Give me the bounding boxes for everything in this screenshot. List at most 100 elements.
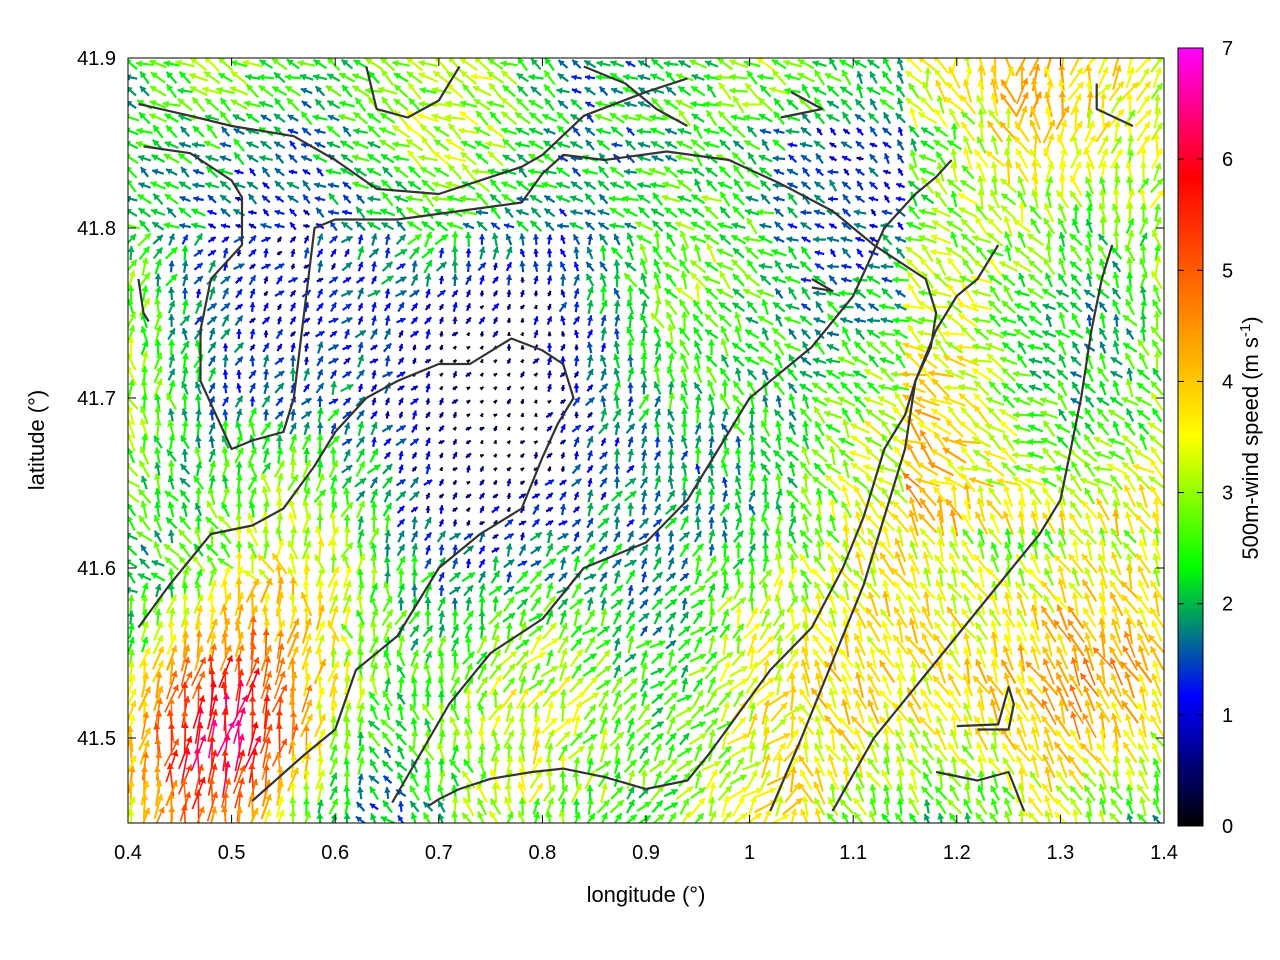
wind-vector-head (853, 60, 861, 67)
wind-vector-head (192, 97, 200, 105)
wind-vector-head (1075, 93, 1082, 101)
wind-vector-head (817, 128, 822, 134)
wind-vector-head (908, 83, 916, 91)
wind-vector-head (220, 111, 227, 119)
wind-vector-head (242, 59, 250, 67)
wind-vector-head (842, 69, 849, 77)
wind-vector-head (963, 58, 971, 61)
wind-vector-head (272, 86, 280, 93)
wind-vector-head (136, 127, 143, 135)
wind-vector-head (785, 127, 792, 135)
wind-vector (1014, 58, 1027, 77)
wind-vector-head (637, 74, 645, 81)
wind-vector-head (300, 87, 308, 94)
wind-vector-head (1076, 82, 1084, 89)
wind-vector-head (934, 108, 942, 116)
wind-vector-head (1126, 93, 1134, 100)
wind-vector-head (136, 60, 143, 68)
wind-vector-head (691, 113, 699, 121)
wind-vector-head (274, 72, 281, 80)
wind-vector-head (418, 59, 426, 67)
wind-vector-head (977, 120, 985, 128)
wind-vector-head (232, 114, 240, 121)
wind-vector-head (458, 127, 465, 135)
wind-vector-head (355, 97, 363, 105)
wind-vector-head (312, 114, 320, 122)
wind-vector-head (204, 140, 211, 148)
wind-vector-head (460, 58, 467, 65)
wind-vector (128, 75, 138, 80)
wind-vector-head (743, 114, 751, 122)
wind-vector-head (1044, 107, 1052, 114)
wind-vector-head (856, 83, 864, 91)
wind-vector-head (921, 127, 929, 134)
wind-vector-head (177, 98, 185, 106)
wind-vector-head (1086, 108, 1094, 115)
wind-vector-head (757, 73, 764, 81)
wind-vector-head (675, 73, 683, 80)
wind-vector-head (924, 67, 932, 74)
wind-vector-head (650, 73, 658, 81)
wind-vector-head (883, 58, 890, 65)
wind-vector-head (596, 127, 603, 135)
wind-vector-head (474, 58, 482, 64)
wind-vector-head (1156, 83, 1163, 91)
wind-vector-head (501, 70, 509, 78)
wind-vector-head (635, 113, 643, 121)
wind-vector-head (137, 100, 145, 107)
wind-vector-head (719, 82, 726, 90)
wind-vector-head (585, 101, 592, 108)
wind-vector-head (286, 59, 294, 66)
wind-vector-head (856, 71, 864, 78)
wind-vector-head (327, 100, 335, 107)
wind-vector-head (573, 127, 579, 134)
wind-vector (128, 129, 139, 136)
wind-vector-head (435, 58, 442, 63)
wind-vector-head (191, 141, 199, 149)
wind-vector-head (380, 58, 388, 65)
wind-vector-head (301, 101, 309, 107)
wind-vector-head (218, 58, 226, 65)
wind-vector-head (473, 99, 481, 106)
wind-vector-head (772, 70, 780, 77)
wind-vector-head (571, 74, 577, 81)
wind-vector-head (1072, 106, 1080, 113)
wind-vector-head (610, 60, 618, 67)
wind-vector-head (166, 71, 174, 79)
wind-vector-head (897, 71, 904, 78)
wind-vector-head (1144, 81, 1151, 89)
wind-vector-head (488, 58, 496, 66)
wind-vector-head (487, 71, 495, 79)
wind-vector-head (476, 111, 483, 118)
wind-vector-head (1058, 79, 1066, 87)
wind-vector-head (870, 126, 876, 133)
wind-vector-head (1001, 79, 1008, 87)
wind-vector-head (801, 127, 808, 134)
wind-vector-head (609, 113, 617, 120)
wind-vector-head (405, 125, 413, 132)
wind-vector-head (406, 58, 414, 64)
wind-vector-head (976, 95, 983, 103)
wind-vector-head (585, 127, 592, 134)
wind-vector-head (445, 100, 452, 108)
wind-vector-head (625, 61, 632, 67)
wind-vector-head (431, 113, 439, 121)
wind-vector-head (715, 100, 722, 108)
wind-vector-head (490, 112, 497, 119)
wind-vector-head (1029, 106, 1037, 114)
wind-vector-head (1154, 107, 1162, 115)
wind-vectors (128, 58, 1164, 823)
wind-vector-head (230, 59, 238, 67)
wind-vector-head (906, 58, 913, 63)
wind-vector-head (678, 60, 686, 67)
wind-vector-head (529, 112, 537, 120)
wind-vector-head (365, 58, 373, 65)
wind-vector-head (166, 125, 173, 133)
wind-vector-head (638, 60, 645, 67)
wind-vector-head (977, 65, 985, 72)
wind-vector-head (905, 98, 913, 105)
wind-vector-head (1145, 58, 1151, 63)
wind-vector-head (502, 85, 510, 93)
wind-vector-head (406, 110, 414, 118)
wind-vector-head (233, 138, 241, 146)
